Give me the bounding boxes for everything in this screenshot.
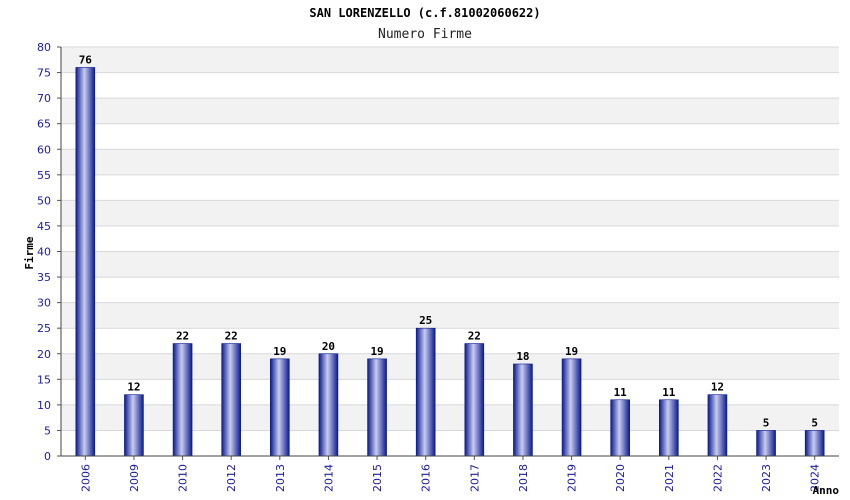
bar-2023 (756, 430, 776, 457)
bars (75, 67, 825, 457)
grid-band (61, 98, 839, 124)
y-tick-label: 35 (37, 271, 51, 284)
y-tick-label: 70 (37, 92, 51, 105)
data-label-2024: 5 (811, 416, 818, 429)
x-tick-label-2014: 2014 (322, 464, 335, 492)
y-tick-label: 55 (37, 169, 51, 182)
x-tick-label-2021: 2021 (663, 464, 676, 492)
y-axis-ticks: 0 5 10 15 20 25 30 35 40 45 50 55 60 65 70 75 80 (37, 41, 61, 463)
y-tick-label: 0 (44, 450, 51, 463)
y-tick-label: 75 (37, 67, 51, 80)
data-label-2015: 19 (370, 345, 383, 358)
data-label-2012: 22 (225, 330, 238, 343)
data-label-2021: 11 (662, 386, 676, 399)
data-label-2017: 22 (468, 330, 481, 343)
grid-band (61, 200, 839, 226)
y-tick-label: 80 (37, 41, 51, 54)
data-label-2010: 22 (176, 330, 189, 343)
data-label-2019: 19 (565, 345, 578, 358)
bar-2010 (172, 343, 193, 457)
bar-2012 (221, 343, 241, 457)
bar-2006 (75, 67, 96, 457)
y-tick-label: 15 (37, 373, 51, 386)
y-tick-label: 45 (37, 220, 51, 233)
bar-2021 (659, 399, 679, 457)
data-label-2006: 76 (79, 53, 93, 66)
bar-2019 (561, 358, 582, 457)
data-label-2023: 5 (763, 416, 770, 429)
x-tick-label-2012: 2012 (225, 464, 238, 492)
data-label-2018: 18 (516, 350, 529, 363)
chart-title: SAN LORENZELLO (c.f.81002060622) (309, 6, 540, 20)
y-tick-label: 50 (37, 194, 51, 207)
bar-2022 (707, 394, 728, 457)
x-tick-label-2006: 2006 (79, 464, 92, 492)
x-tick-label-2024: 2024 (809, 464, 822, 492)
y-tick-label: 10 (37, 399, 51, 412)
y-tick-label: 65 (37, 118, 51, 131)
bar-2024 (804, 430, 825, 457)
bar-2013 (270, 358, 290, 457)
x-axis-ticks: 2006 2009 2010 2012 2013 2014 2015 2016 2017 2018… (79, 456, 822, 492)
y-tick-label: 5 (44, 424, 51, 437)
grid-band (61, 251, 839, 278)
bar-2016 (415, 327, 436, 457)
x-axis-label: Anno (813, 484, 840, 497)
data-labels: 76 12 22 22 19 20 19 25 22 18 19 11 11 12 5 5 (79, 53, 818, 429)
data-label-2020: 11 (614, 386, 628, 399)
y-tick-label: 60 (37, 143, 51, 156)
x-tick-label-2016: 2016 (420, 464, 433, 492)
bar-2017 (464, 343, 485, 457)
data-label-2022: 12 (711, 381, 724, 394)
grid-band (61, 149, 839, 175)
bar-2018 (513, 363, 533, 457)
grid-band (61, 47, 839, 73)
x-tick-label-2015: 2015 (371, 464, 384, 492)
axes (60, 47, 839, 457)
x-tick-label-2023: 2023 (760, 464, 773, 492)
grid-band (61, 302, 839, 329)
y-tick-label: 40 (37, 246, 51, 259)
x-tick-label-2022: 2022 (711, 464, 724, 492)
data-label-2013: 19 (273, 345, 286, 358)
x-tick-label-2009: 2009 (128, 464, 141, 492)
data-label-2016: 25 (419, 314, 432, 327)
y-axis-label: Firme (23, 236, 36, 269)
x-tick-label-2019: 2019 (566, 464, 579, 492)
bar-2014 (318, 353, 339, 457)
chart-subtitle: Numero Firme (378, 27, 472, 42)
data-label-2014: 20 (322, 340, 335, 353)
background-bands (61, 46, 839, 457)
bar-2015 (367, 358, 387, 457)
x-tick-label-2020: 2020 (614, 464, 627, 492)
y-tick-label: 30 (37, 297, 51, 310)
x-tick-label-2010: 2010 (177, 464, 190, 492)
y-tick-label: 25 (37, 322, 51, 335)
x-tick-label-2018: 2018 (517, 464, 530, 492)
x-tick-label-2017: 2017 (468, 464, 481, 492)
data-label-2009: 12 (127, 381, 140, 394)
bar-2020 (610, 399, 630, 457)
bar-2009 (124, 394, 144, 457)
y-tick-label: 20 (37, 348, 51, 361)
x-tick-label-2013: 2013 (274, 464, 287, 492)
